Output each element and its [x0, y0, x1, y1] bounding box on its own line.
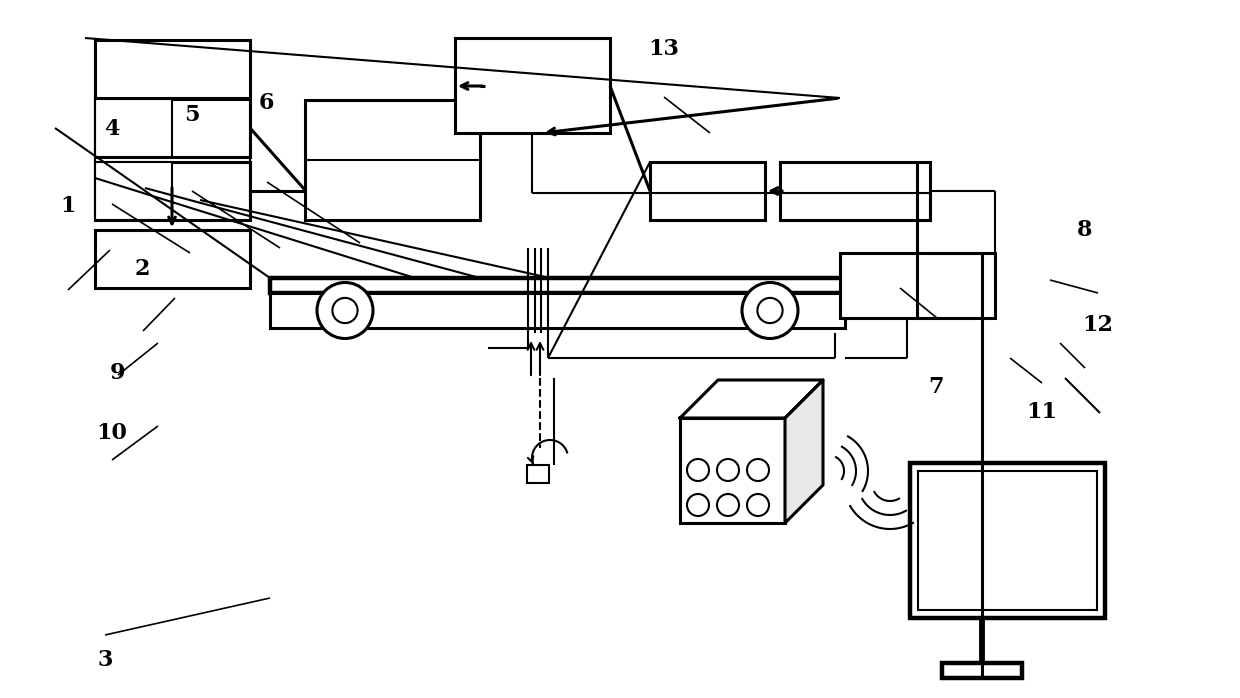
Text: 7: 7	[929, 376, 944, 399]
Text: 10: 10	[97, 422, 126, 444]
Polygon shape	[785, 380, 823, 523]
Bar	[270, 293, 844, 328]
Bar	[918, 471, 1097, 610]
Circle shape	[746, 459, 769, 481]
Circle shape	[717, 459, 739, 481]
Bar	[527, 465, 549, 483]
Bar	[95, 162, 172, 220]
Text: 11: 11	[1025, 401, 1056, 423]
Circle shape	[746, 494, 769, 516]
Circle shape	[687, 459, 709, 481]
Circle shape	[742, 283, 799, 339]
Polygon shape	[680, 380, 823, 418]
Bar	[910, 463, 1105, 618]
Bar	[650, 162, 765, 220]
Text: 3: 3	[98, 648, 113, 671]
Bar	[95, 162, 250, 220]
Circle shape	[332, 298, 357, 323]
Bar	[680, 418, 785, 523]
Bar	[942, 663, 1022, 678]
Circle shape	[687, 494, 709, 516]
Text: 5: 5	[185, 104, 200, 126]
Bar	[95, 99, 172, 157]
Text: 8: 8	[1078, 219, 1092, 242]
Bar	[305, 100, 480, 220]
Text: 13: 13	[649, 38, 678, 60]
Circle shape	[758, 298, 782, 323]
Circle shape	[717, 494, 739, 516]
Bar	[780, 162, 930, 220]
Text: 4: 4	[104, 118, 119, 140]
Text: 1: 1	[61, 195, 76, 217]
Bar	[95, 230, 250, 288]
Bar	[270, 278, 844, 293]
Bar	[95, 40, 250, 98]
Circle shape	[317, 283, 373, 339]
Bar	[455, 38, 610, 133]
Text: 2: 2	[135, 258, 150, 280]
Bar	[95, 99, 250, 157]
Text: 9: 9	[110, 362, 125, 385]
Text: 6: 6	[259, 92, 274, 114]
Bar	[839, 253, 994, 318]
Text: 12: 12	[1081, 313, 1114, 336]
